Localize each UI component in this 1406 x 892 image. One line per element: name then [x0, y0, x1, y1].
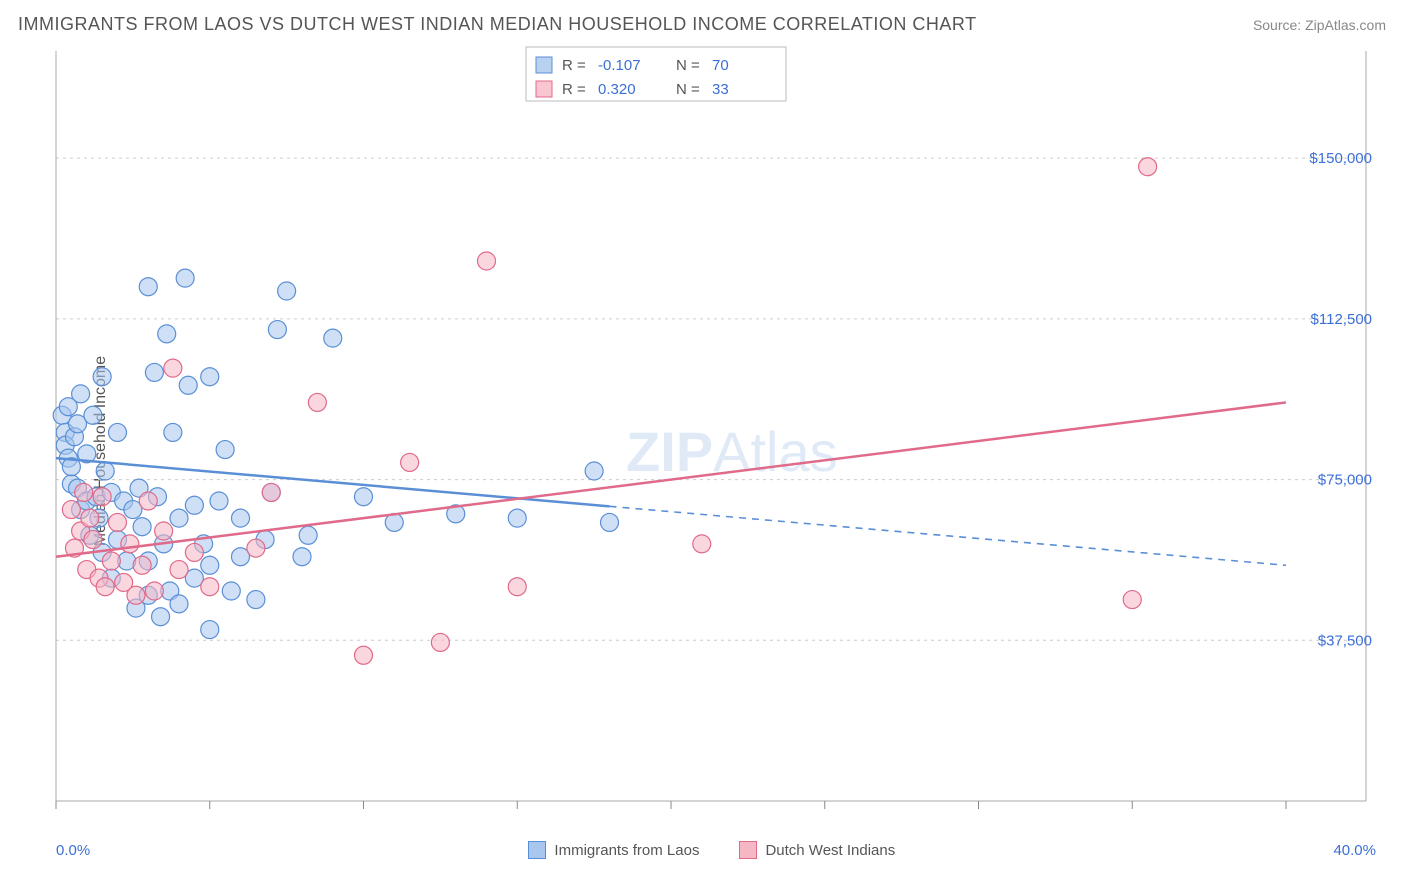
bottom-legend: Immigrants from Laos Dutch West Indians	[528, 841, 895, 859]
svg-text:N =: N =	[676, 57, 700, 74]
svg-text:$75,000: $75,000	[1318, 472, 1372, 489]
legend-swatch-dutch	[739, 841, 757, 859]
svg-text:N =: N =	[676, 81, 700, 98]
svg-text:0.320: 0.320	[598, 81, 636, 98]
svg-text:$112,500: $112,500	[1311, 311, 1372, 328]
x-max-label: 40.0%	[1333, 842, 1376, 859]
svg-text:R =: R =	[562, 81, 586, 98]
svg-text:-0.107: -0.107	[598, 57, 641, 74]
watermark: ZIPAtlas	[626, 420, 838, 483]
svg-text:$150,000: $150,000	[1309, 150, 1372, 167]
x-axis-row: 0.0% Immigrants from Laos Dutch West Ind…	[46, 841, 1386, 861]
svg-text:33: 33	[712, 81, 729, 98]
x-min-label: 0.0%	[56, 842, 90, 859]
scatter-plot: ZIPAtlas $37,500$75,000$112,500$150,000 …	[46, 41, 1386, 831]
legend-item-dutch: Dutch West Indians	[739, 841, 895, 859]
legend-item-laos: Immigrants from Laos	[528, 841, 699, 859]
legend-swatch-laos	[528, 841, 546, 859]
page-title: IMMIGRANTS FROM LAOS VS DUTCH WEST INDIA…	[18, 14, 977, 35]
legend-label: Immigrants from Laos	[554, 842, 699, 859]
header: IMMIGRANTS FROM LAOS VS DUTCH WEST INDIA…	[0, 0, 1406, 41]
source-label: Source: ZipAtlas.com	[1253, 17, 1386, 33]
svg-text:$37,500: $37,500	[1318, 632, 1372, 649]
legend-label: Dutch West Indians	[765, 842, 895, 859]
svg-text:70: 70	[712, 57, 729, 74]
svg-text:R =: R =	[562, 57, 586, 74]
chart-area: Median Household Income ZIPAtlas $37,500…	[0, 41, 1406, 861]
